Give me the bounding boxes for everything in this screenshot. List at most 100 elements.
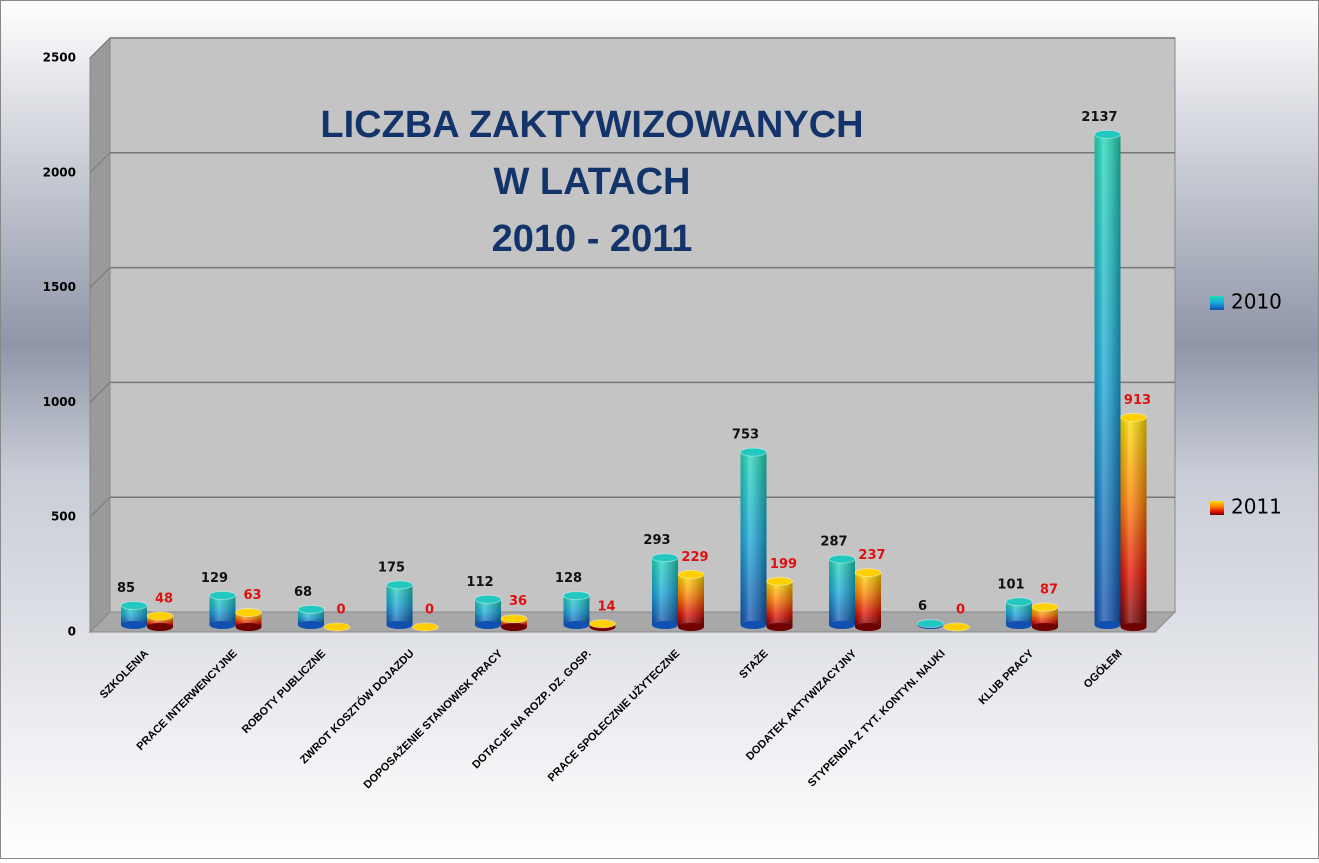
data-label: 129 <box>201 571 228 586</box>
cylinder-shade <box>652 557 678 625</box>
cylinder-bottom <box>501 623 527 631</box>
data-label: 36 <box>509 594 527 609</box>
cylinder-top <box>651 553 679 563</box>
cylinder-shade <box>147 615 173 627</box>
cylinder-bottom <box>235 623 262 631</box>
cylinder-top <box>828 554 856 564</box>
data-label: 14 <box>597 599 615 614</box>
y-tick-label: 1000 <box>43 395 76 409</box>
data-label: 112 <box>466 575 493 590</box>
cylinder-shade <box>298 609 324 625</box>
data-label: 0 <box>425 603 434 618</box>
floor <box>88 611 1177 633</box>
y-tick-label: 2500 <box>43 51 76 65</box>
cylinder-shade <box>209 595 236 625</box>
cylinder-bottom <box>678 623 704 631</box>
cylinder-shade <box>121 605 147 625</box>
data-label: 0 <box>336 603 345 618</box>
data-label: 128 <box>555 571 582 586</box>
data-label: 48 <box>155 591 173 606</box>
cylinder-bottom <box>855 623 881 631</box>
grid-line-side <box>89 267 111 288</box>
data-label: 101 <box>997 577 1024 592</box>
cylinder-top <box>917 619 944 629</box>
title-line: LICZBA ZAKTYWIZOWANYCH <box>320 104 863 146</box>
data-label: 913 <box>1124 393 1151 408</box>
title-line: 2010 - 2011 <box>492 218 693 260</box>
cylinder-bottom <box>1032 623 1058 631</box>
cylinder-top <box>740 447 767 457</box>
cylinder-top <box>209 590 236 600</box>
grid-line-side <box>89 496 111 518</box>
cylinder-bottom <box>829 621 855 629</box>
data-label: 2137 <box>1081 110 1117 125</box>
data-label: 87 <box>1040 583 1058 598</box>
cylinder-bottom <box>740 621 767 629</box>
data-label: 85 <box>117 581 135 596</box>
cylinder-top <box>766 576 793 586</box>
cylinder-shade <box>475 599 501 625</box>
cylinder-top <box>412 622 439 632</box>
cylinder-shade <box>1006 601 1032 625</box>
cylinder-shade <box>740 452 767 625</box>
y-tick-label: 1500 <box>43 280 76 294</box>
legend-label: 2010 <box>1231 290 1282 314</box>
legend-swatch <box>1210 501 1224 515</box>
cylinder-bottom <box>298 621 324 629</box>
y-tick-label: 0 <box>68 625 76 639</box>
cylinder-bottom <box>475 621 501 629</box>
cylinder-bottom <box>1006 621 1032 629</box>
data-label: 753 <box>732 428 759 443</box>
cylinder-bottom <box>386 621 413 629</box>
cylinder-shade <box>855 572 881 627</box>
title-line: W LATACH <box>494 161 691 203</box>
cylinder-top <box>120 600 148 610</box>
data-label: 63 <box>243 588 261 603</box>
data-label: 199 <box>770 557 797 572</box>
cylinder-top <box>1120 412 1147 422</box>
cylinder-top <box>677 569 705 579</box>
cylinder-shade <box>386 584 413 625</box>
data-label: 68 <box>294 585 312 600</box>
cylinder-shade <box>678 574 704 627</box>
y-tick-label: 500 <box>51 510 76 524</box>
cylinder-top <box>386 580 413 590</box>
cylinder-shade <box>563 595 590 625</box>
data-label: 175 <box>378 560 405 575</box>
y-tick-label: 2000 <box>43 165 76 179</box>
cylinder-bottom <box>209 621 236 629</box>
cylinder-top <box>943 622 970 632</box>
side-wall <box>89 36 111 634</box>
grid-line-side <box>89 382 111 403</box>
cylinder-bottom <box>766 623 793 631</box>
data-label: 293 <box>643 533 670 548</box>
cylinder-shade <box>766 581 793 627</box>
cylinder-bottom <box>1120 623 1147 631</box>
cylinder-top <box>297 604 325 614</box>
data-label: 287 <box>820 535 847 550</box>
cylinder-top <box>1094 129 1121 139</box>
cylinder-top <box>500 614 528 624</box>
cylinder-shade <box>501 618 527 627</box>
cylinder-shade <box>1032 607 1058 627</box>
cylinder-top <box>563 591 590 601</box>
cylinder-top <box>146 611 174 621</box>
cylinder-shade <box>1120 417 1147 627</box>
cylinder-top <box>589 619 616 629</box>
data-label: 6 <box>918 599 927 614</box>
cylinder-top <box>1005 597 1033 607</box>
cylinder-top <box>854 568 882 578</box>
cylinder-top <box>1031 602 1059 612</box>
cylinder-top <box>474 594 502 604</box>
cylinder-shade <box>235 612 262 627</box>
cylinder-bottom <box>652 621 678 629</box>
cylinder-bottom <box>121 621 147 629</box>
cylinder-bottom <box>1094 621 1121 629</box>
cylinder-top <box>235 608 262 618</box>
data-label: 229 <box>681 550 708 565</box>
legend-label: 2011 <box>1231 495 1282 519</box>
cylinder-top <box>323 622 351 632</box>
data-label: 0 <box>956 603 965 618</box>
cylinder-bottom <box>563 621 590 629</box>
